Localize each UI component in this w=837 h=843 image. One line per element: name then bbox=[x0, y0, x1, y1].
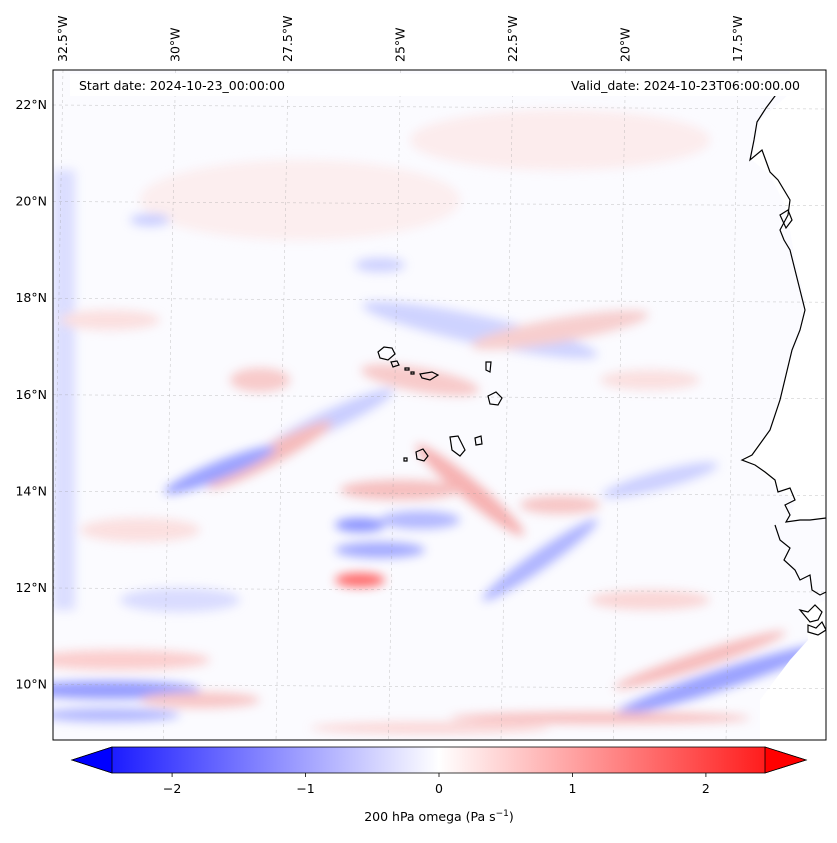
parallel-line bbox=[53, 684, 826, 689]
meridian-line bbox=[725, 70, 739, 740]
field-blob bbox=[310, 722, 550, 734]
island-sao-vicente bbox=[390, 360, 400, 368]
colorbar-ticks: −2 −1 0 1 2 bbox=[163, 773, 710, 796]
island-santo-antao bbox=[377, 346, 396, 361]
field-blob bbox=[230, 368, 290, 392]
colorbar-min-extend bbox=[70, 746, 113, 774]
field-blob bbox=[60, 310, 160, 330]
field-blob bbox=[53, 650, 210, 670]
header-band bbox=[70, 74, 810, 96]
coastlines bbox=[377, 83, 826, 636]
land-mask bbox=[742, 70, 826, 740]
field-blob bbox=[450, 712, 750, 724]
field-blob bbox=[360, 364, 480, 396]
africa-coastline bbox=[740, 83, 826, 523]
island-fogo bbox=[415, 448, 429, 462]
field-blob bbox=[208, 420, 332, 490]
meridian-line bbox=[613, 70, 626, 740]
colorbar-tick-label: 1 bbox=[568, 781, 576, 796]
lon-tick-label: 22.5°W bbox=[505, 16, 520, 62]
field-blob bbox=[415, 444, 525, 536]
meridian-line bbox=[163, 70, 176, 740]
field-blob bbox=[335, 573, 385, 587]
island-maio bbox=[474, 435, 483, 446]
longitude-labels: 32.5°W 30°W 27.5°W 25°W 22.5°W 20°W 17.5°W bbox=[55, 16, 745, 62]
colorbar-max-extend bbox=[764, 746, 808, 774]
guinea-coastline bbox=[774, 524, 826, 596]
field-blob bbox=[590, 590, 710, 610]
island-sao-nicolau bbox=[419, 371, 440, 381]
field-blob bbox=[410, 110, 710, 170]
meridian-line bbox=[500, 70, 514, 740]
field-blob bbox=[482, 519, 598, 601]
colorbar-scale bbox=[70, 746, 808, 774]
map-background bbox=[53, 70, 826, 740]
field-blob bbox=[355, 258, 405, 272]
valid-date-label: Valid_date: 2024-10-23T06:00:00.00 bbox=[571, 78, 800, 93]
colorbar-tick-label: −1 bbox=[296, 781, 314, 796]
field-blob bbox=[335, 542, 425, 558]
field-blob bbox=[471, 310, 649, 350]
island-santiago bbox=[449, 435, 466, 457]
field-blob bbox=[380, 511, 460, 529]
field-blob bbox=[120, 588, 240, 612]
field-blob bbox=[140, 160, 460, 240]
lon-tick-label: 32.5°W bbox=[55, 16, 70, 62]
island-brava bbox=[403, 457, 408, 462]
lat-tick-label: 20°N bbox=[15, 194, 47, 209]
field-blob bbox=[53, 170, 75, 610]
parallel-line bbox=[53, 104, 826, 110]
colorbar-tick-label: 0 bbox=[435, 781, 443, 796]
graticule bbox=[53, 70, 826, 740]
colorbar-label: 200 hPa omega (Pa s−1) bbox=[364, 809, 514, 824]
colorbar-tick-label: 2 bbox=[702, 781, 710, 796]
lon-tick-label: 27.5°W bbox=[280, 16, 295, 62]
island-boa-vista bbox=[487, 391, 503, 406]
meridian-line bbox=[275, 70, 289, 740]
start-date-label: Start date: 2024-10-23_00:00:00 bbox=[79, 78, 285, 93]
parallel-line bbox=[53, 491, 826, 496]
latitude-labels: 22°N 20°N 18°N 16°N 14°N 12°N 10°N bbox=[15, 97, 47, 692]
colorbar-tick-label: −2 bbox=[163, 781, 181, 796]
lon-tick-label: 20°W bbox=[618, 27, 633, 62]
island-sal bbox=[485, 361, 492, 373]
field-blob bbox=[340, 480, 460, 500]
island-islet bbox=[410, 371, 415, 375]
parallel-line bbox=[53, 201, 826, 206]
lat-tick-label: 14°N bbox=[15, 483, 47, 498]
field-blob bbox=[335, 518, 385, 532]
lat-tick-label: 18°N bbox=[15, 290, 47, 305]
lon-tick-label: 17.5°W bbox=[730, 16, 745, 62]
field-blob bbox=[600, 370, 700, 390]
parallel-line bbox=[53, 297, 826, 303]
lon-tick-label: 25°W bbox=[393, 27, 408, 62]
colorbar: −2 −1 0 1 2 200 hPa omega (Pa s−1) bbox=[70, 746, 808, 824]
map-frame bbox=[52, 69, 827, 741]
field-blob bbox=[53, 708, 180, 722]
bijagos-island bbox=[798, 604, 823, 623]
island-santa-luzia bbox=[404, 367, 410, 371]
field-blob bbox=[130, 214, 170, 226]
lat-tick-label: 22°N bbox=[15, 97, 47, 112]
coast-island bbox=[779, 209, 793, 230]
field-blob bbox=[164, 446, 276, 494]
lat-tick-label: 10°N bbox=[15, 677, 47, 692]
lat-tick-label: 16°N bbox=[15, 387, 47, 402]
parallel-line bbox=[53, 394, 826, 400]
omega-field bbox=[53, 70, 826, 740]
field-blob bbox=[80, 518, 200, 542]
field-blob bbox=[520, 496, 600, 514]
field-blob bbox=[615, 644, 825, 716]
lon-tick-label: 30°W bbox=[168, 27, 183, 62]
parallel-line bbox=[53, 587, 826, 593]
lat-tick-label: 12°N bbox=[15, 580, 47, 595]
field-blob bbox=[601, 462, 719, 498]
field-blob bbox=[614, 631, 786, 689]
bijagos-island bbox=[807, 620, 826, 636]
meridian-line bbox=[388, 70, 401, 740]
field-blob bbox=[140, 692, 260, 708]
